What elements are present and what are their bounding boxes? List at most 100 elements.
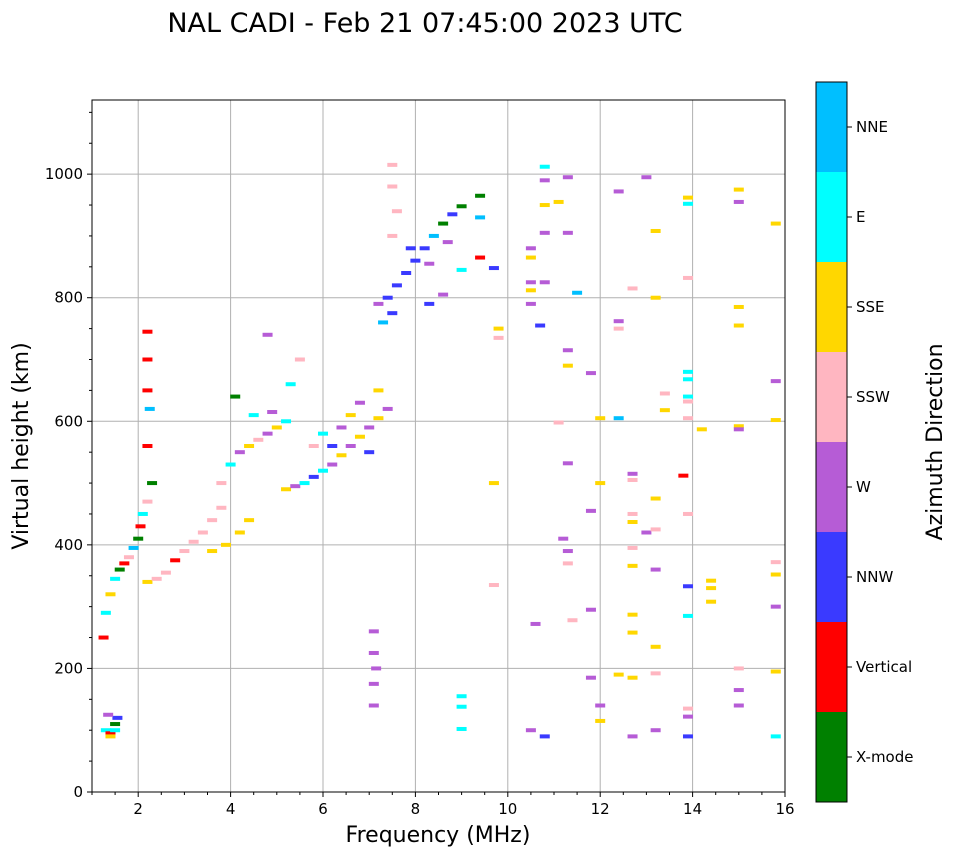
echo-point — [562, 549, 573, 554]
colorbar-tick-label: W — [856, 478, 871, 496]
echo-point — [345, 444, 356, 448]
echo-point — [271, 425, 282, 430]
x-tick-label: 14 — [683, 800, 702, 818]
colorbar-segment — [816, 262, 847, 352]
echo-point — [456, 267, 467, 272]
echo-point — [650, 228, 661, 233]
echo-point — [595, 416, 606, 421]
echo-point — [371, 666, 382, 671]
echo-point — [391, 283, 402, 288]
echo-point — [493, 335, 504, 340]
colorbar-segment — [816, 352, 847, 442]
echo-point — [770, 560, 781, 565]
echo-point — [234, 530, 245, 535]
y-tick-label: 200 — [54, 659, 83, 677]
echo-point — [627, 471, 638, 476]
echo-point — [659, 391, 670, 396]
echo-point — [733, 666, 744, 671]
echo-point — [770, 221, 781, 226]
echo-point — [627, 511, 638, 516]
echo-point — [585, 675, 596, 680]
echo-point — [585, 607, 596, 612]
echo-point — [336, 425, 347, 430]
echo-point — [151, 576, 162, 581]
x-tick-label: 12 — [591, 800, 610, 818]
echo-point — [147, 481, 158, 486]
echo-point — [627, 286, 638, 291]
colorbar-tick-label: NNE — [856, 118, 888, 136]
echo-point — [368, 629, 379, 634]
echo-point — [368, 681, 379, 686]
y-tick-label: 0 — [73, 783, 83, 801]
echo-point — [770, 734, 781, 739]
echo-point — [438, 221, 449, 226]
echo-point — [613, 672, 624, 677]
echo-point — [650, 295, 661, 300]
echo-point — [244, 444, 255, 448]
echo-point — [105, 592, 116, 597]
echo-point — [456, 204, 467, 209]
echo-point — [354, 434, 365, 439]
y-tick-label: 800 — [54, 289, 83, 307]
echo-point — [696, 427, 707, 432]
colorbar-segment — [816, 712, 847, 802]
colorbar-tick-label: SSW — [856, 388, 890, 406]
colorbar-tick-label: Vertical — [856, 658, 912, 676]
echo-point — [137, 511, 148, 516]
echo-point — [456, 704, 467, 709]
echo-point — [488, 583, 499, 588]
echo-point — [133, 536, 144, 541]
echo-point — [142, 444, 153, 448]
echo-point — [142, 357, 153, 362]
echo-point — [682, 195, 693, 200]
x-tick-label: 8 — [411, 800, 421, 818]
echo-point — [539, 203, 550, 208]
echo-point — [230, 394, 241, 399]
echo-point — [294, 357, 305, 362]
echo-point — [128, 545, 139, 550]
echo-point — [220, 542, 231, 547]
echo-point — [405, 246, 416, 251]
echo-point — [553, 420, 564, 425]
echo-point — [562, 175, 573, 180]
echo-point — [456, 694, 467, 699]
echo-point — [262, 431, 273, 436]
echo-point — [733, 187, 744, 192]
echo-point — [475, 255, 486, 260]
echo-point — [706, 599, 717, 604]
plot-frame — [91, 99, 786, 793]
echo-point — [290, 484, 301, 489]
echo-point — [308, 474, 319, 479]
echo-point — [100, 728, 111, 733]
echo-point — [650, 644, 661, 649]
echo-point — [142, 329, 153, 334]
echo-point — [539, 230, 550, 235]
echo-point — [682, 394, 693, 399]
echo-point — [488, 266, 499, 271]
echo-point — [733, 424, 744, 429]
echo-point — [733, 304, 744, 309]
echo-point — [627, 675, 638, 680]
echo-point — [562, 363, 573, 368]
x-tick-label: 4 — [226, 800, 236, 818]
echo-point — [682, 734, 693, 739]
echo-point — [650, 728, 661, 733]
echo-point — [572, 290, 583, 295]
data-marks — [98, 162, 781, 739]
x-tick-label: 6 — [318, 800, 328, 818]
echo-point — [188, 539, 199, 544]
echo-point — [682, 275, 693, 280]
colorbar-segment — [816, 622, 847, 712]
echo-point — [354, 400, 365, 405]
echo-point — [678, 473, 689, 478]
echo-point — [585, 371, 596, 376]
echo-point — [595, 718, 606, 723]
x-axis-ticks: 2 4 6 8 10 12 14 16 — [91, 792, 795, 818]
echo-point — [123, 555, 134, 560]
echo-point — [733, 688, 744, 693]
echo-point — [627, 612, 638, 617]
echo-point — [114, 567, 125, 572]
echo-point — [424, 301, 435, 306]
echo-point — [442, 240, 453, 245]
